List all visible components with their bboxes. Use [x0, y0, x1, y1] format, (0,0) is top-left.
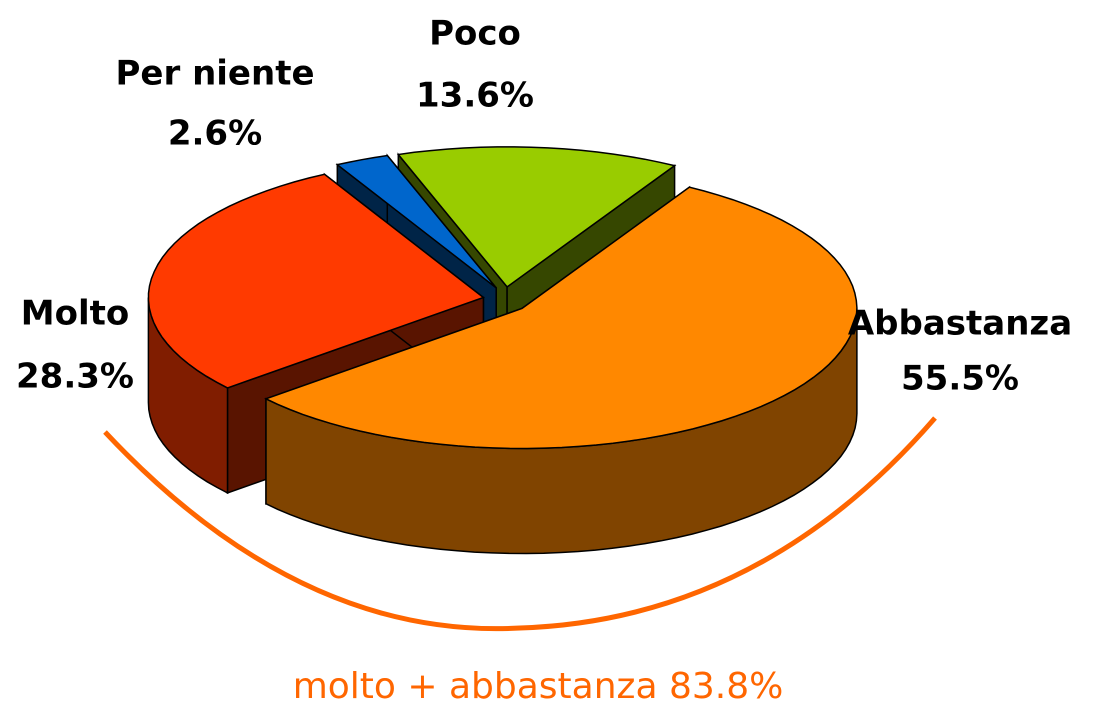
value-label: 55.5% [901, 359, 1019, 399]
annotation: molto + abbastanza 83.8% [293, 666, 784, 706]
value-label: 28.3% [16, 357, 134, 397]
value-label: 13.6% [416, 76, 534, 116]
slice [264, 185, 858, 555]
category-label: Poco [429, 14, 521, 54]
slice-top [335, 154, 497, 289]
slice-top [264, 186, 858, 450]
slice-top [147, 173, 485, 389]
category-label: Molto [21, 294, 129, 334]
value-label: 2.6% [168, 114, 262, 154]
category-label: Per niente [115, 54, 314, 94]
annotation-arc [103, 416, 937, 632]
category-label: Abbastanza [848, 304, 1072, 344]
slice-top [396, 146, 677, 288]
